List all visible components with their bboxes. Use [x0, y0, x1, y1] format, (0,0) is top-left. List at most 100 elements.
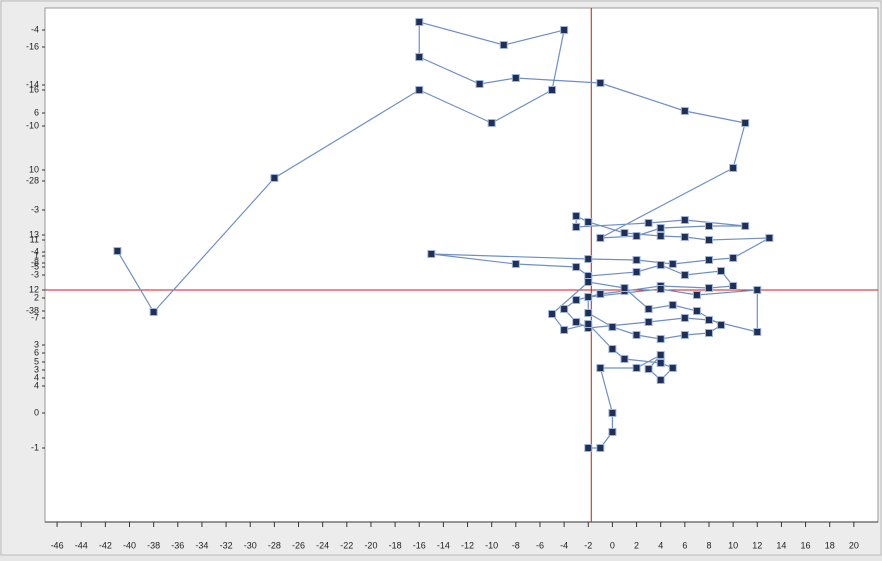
x-tick-label: -46: [51, 540, 64, 550]
y-tick-label: -14: [26, 79, 39, 89]
point-marker: [656, 285, 665, 293]
point-marker: [704, 236, 713, 244]
y-tick-label: -3: [31, 269, 39, 279]
x-tick-label: -38: [147, 540, 160, 550]
point-marker: [415, 18, 424, 26]
point-marker: [680, 331, 689, 339]
x-tick-label: 4: [658, 540, 663, 550]
y-tick-label: 12: [29, 284, 39, 294]
x-tick-label: -36: [171, 540, 184, 550]
x-tick-label: 0: [610, 540, 615, 550]
x-tick-label: -44: [75, 540, 88, 550]
y-tick-label: -5: [31, 261, 39, 271]
point-marker: [572, 223, 581, 231]
point-marker: [560, 26, 569, 34]
y-tick-label: -4: [31, 246, 39, 256]
point-marker: [584, 320, 593, 328]
x-tick-label: -34: [195, 540, 208, 550]
point-marker: [415, 86, 424, 94]
point-marker: [644, 219, 653, 227]
point-marker: [656, 376, 665, 384]
point-marker: [548, 310, 557, 318]
point-marker: [584, 293, 593, 301]
y-tick-label: 11: [30, 234, 39, 244]
point-marker: [427, 250, 436, 258]
point-marker: [632, 256, 641, 264]
point-marker: [596, 79, 605, 87]
y-tick-label: -8: [31, 257, 39, 267]
point-marker: [572, 263, 581, 271]
point-marker: [113, 247, 122, 255]
point-marker: [741, 119, 750, 127]
x-tick-label: 20: [849, 540, 859, 550]
point-marker: [656, 359, 665, 367]
point-marker: [680, 233, 689, 241]
x-tick-label: -14: [437, 540, 450, 550]
point-marker: [620, 229, 629, 237]
point-marker: [644, 365, 653, 373]
x-tick-label: 16: [801, 540, 811, 550]
point-marker: [704, 256, 713, 264]
point-marker: [608, 323, 617, 331]
y-tick-label: 4: [34, 372, 39, 382]
x-tick-label: 8: [706, 540, 711, 550]
y-tick-label: -10: [26, 120, 39, 130]
point-marker: [608, 345, 617, 353]
point-marker: [415, 53, 424, 61]
point-marker: [608, 428, 617, 436]
x-tick-label: -4: [560, 540, 568, 550]
x-tick-label: -32: [220, 540, 233, 550]
point-marker: [560, 305, 569, 313]
x-tick-label: -18: [389, 540, 402, 550]
x-tick-label: 12: [752, 540, 762, 550]
point-marker: [584, 309, 593, 317]
y-tick-label: -1: [31, 442, 39, 452]
point-marker: [149, 308, 158, 316]
y-tick-label: -28: [26, 175, 39, 185]
y-tick-label: -3: [31, 204, 39, 214]
point-marker: [704, 284, 713, 292]
point-marker: [680, 271, 689, 279]
y-tick-label: 6: [34, 107, 39, 117]
point-marker: [656, 261, 665, 269]
y-tick-label: 6: [34, 347, 39, 357]
x-tick-label: -8: [512, 540, 520, 550]
point-marker: [548, 86, 557, 94]
y-tick-label: 0: [34, 407, 39, 417]
y-tick-label: 3: [34, 364, 39, 374]
x-tick-label: 2: [634, 540, 639, 550]
point-marker: [511, 260, 520, 268]
point-marker: [487, 119, 496, 127]
point-marker: [632, 331, 641, 339]
point-marker: [644, 318, 653, 326]
point-marker: [729, 164, 738, 172]
point-marker: [560, 326, 569, 334]
x-tick-label: 14: [776, 540, 786, 550]
y-tick-label: -7: [31, 312, 39, 322]
y-tick-label: 5: [34, 356, 39, 366]
x-tick-label: -16: [413, 540, 426, 550]
point-marker: [620, 355, 629, 363]
point-marker: [632, 364, 641, 372]
x-tick-label: -6: [536, 540, 544, 550]
x-tick-label: -26: [292, 540, 305, 550]
point-marker: [656, 351, 665, 359]
point-marker: [608, 409, 617, 417]
x-tick-label: -28: [268, 540, 281, 550]
point-marker: [620, 284, 629, 292]
point-marker: [692, 291, 701, 299]
point-marker: [596, 364, 605, 372]
y-tick-label: 16: [29, 84, 39, 94]
point-marker: [704, 329, 713, 337]
point-marker: [572, 212, 581, 220]
point-marker: [499, 41, 508, 49]
point-marker: [656, 224, 665, 232]
point-marker: [704, 222, 713, 230]
point-marker: [596, 290, 605, 298]
point-marker: [596, 444, 605, 452]
point-marker: [644, 305, 653, 313]
y-tick-label: 2: [34, 292, 39, 302]
point-marker: [632, 268, 641, 276]
